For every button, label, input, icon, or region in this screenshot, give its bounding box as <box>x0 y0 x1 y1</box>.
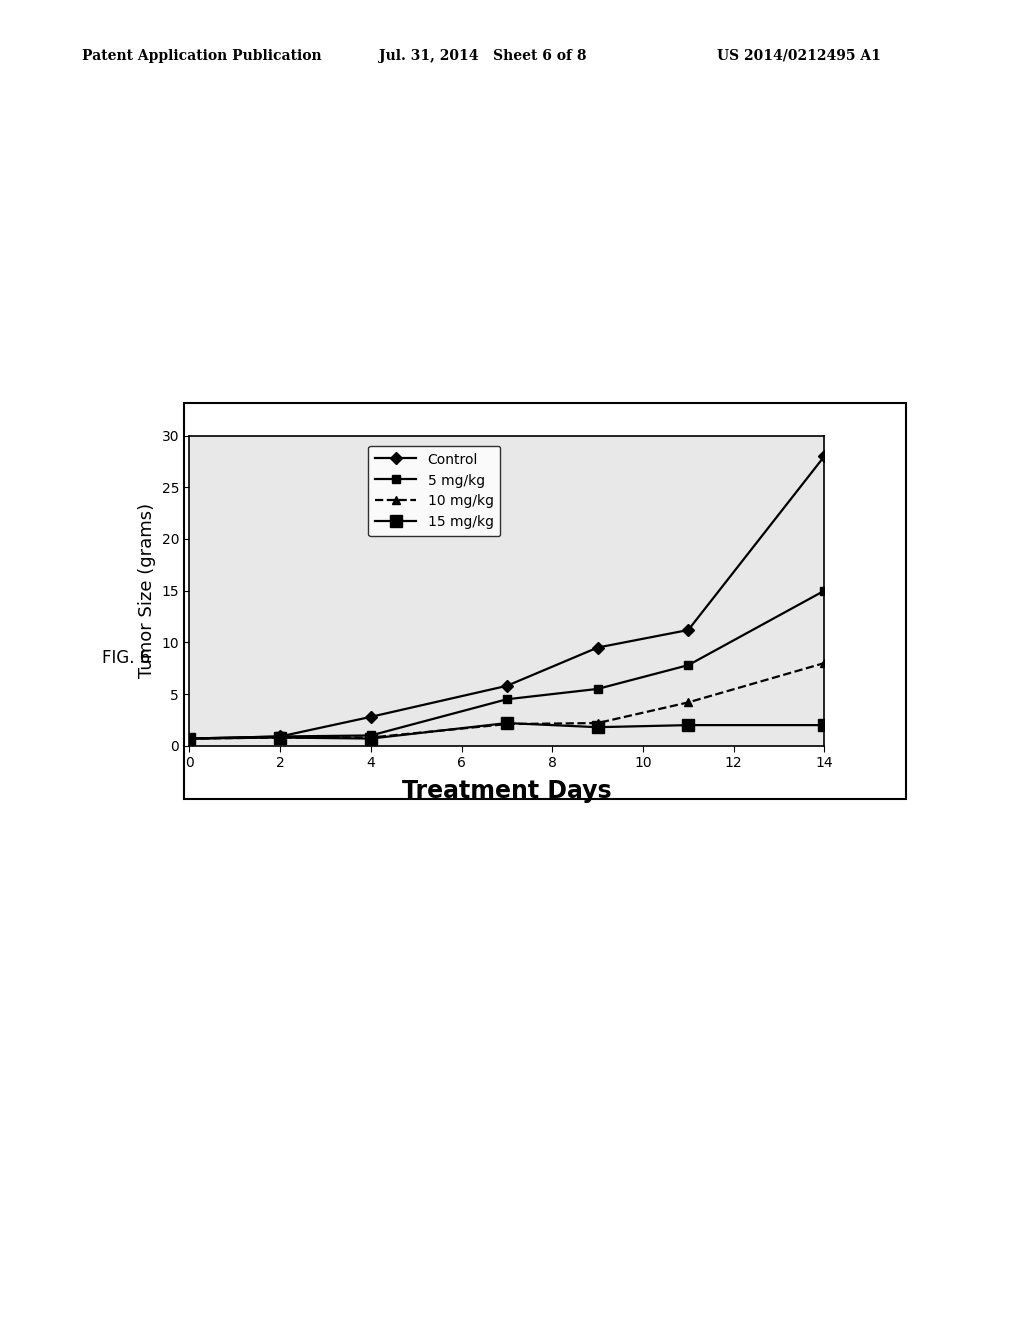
5 mg/kg <box>501 692 513 708</box>
10 mg/kg <box>365 730 377 746</box>
Text: Jul. 31, 2014   Sheet 6 of 8: Jul. 31, 2014 Sheet 6 of 8 <box>379 49 587 63</box>
15 mg/kg <box>183 731 196 747</box>
15 mg/kg <box>682 717 694 733</box>
Line: 5 mg/kg: 5 mg/kg <box>185 586 828 743</box>
Text: Patent Application Publication: Patent Application Publication <box>82 49 322 63</box>
10 mg/kg <box>592 715 604 731</box>
15 mg/kg <box>501 715 513 731</box>
Control <box>274 729 287 744</box>
5 mg/kg <box>682 657 694 673</box>
Legend: Control, 5 mg/kg, 10 mg/kg, 15 mg/kg: Control, 5 mg/kg, 10 mg/kg, 15 mg/kg <box>368 446 501 536</box>
15 mg/kg <box>365 731 377 747</box>
Line: 15 mg/kg: 15 mg/kg <box>184 718 829 744</box>
5 mg/kg <box>818 583 830 599</box>
Control <box>365 709 377 725</box>
Control <box>501 678 513 694</box>
10 mg/kg <box>274 730 287 746</box>
Control <box>682 622 694 638</box>
5 mg/kg <box>183 731 196 747</box>
10 mg/kg <box>183 731 196 747</box>
Line: Control: Control <box>185 453 828 743</box>
X-axis label: Treatment Days: Treatment Days <box>402 779 611 803</box>
10 mg/kg <box>682 694 694 710</box>
10 mg/kg <box>501 717 513 733</box>
Text: US 2014/0212495 A1: US 2014/0212495 A1 <box>717 49 881 63</box>
Y-axis label: Tumor Size (grams): Tumor Size (grams) <box>138 503 156 678</box>
15 mg/kg <box>274 730 287 746</box>
5 mg/kg <box>365 727 377 743</box>
10 mg/kg <box>818 655 830 671</box>
15 mg/kg <box>818 717 830 733</box>
Line: 10 mg/kg: 10 mg/kg <box>185 659 828 743</box>
Control <box>592 640 604 656</box>
5 mg/kg <box>274 729 287 744</box>
Control <box>183 731 196 747</box>
15 mg/kg <box>592 719 604 735</box>
Control <box>818 449 830 465</box>
5 mg/kg <box>592 681 604 697</box>
Text: FIG. 6: FIG. 6 <box>102 649 151 668</box>
